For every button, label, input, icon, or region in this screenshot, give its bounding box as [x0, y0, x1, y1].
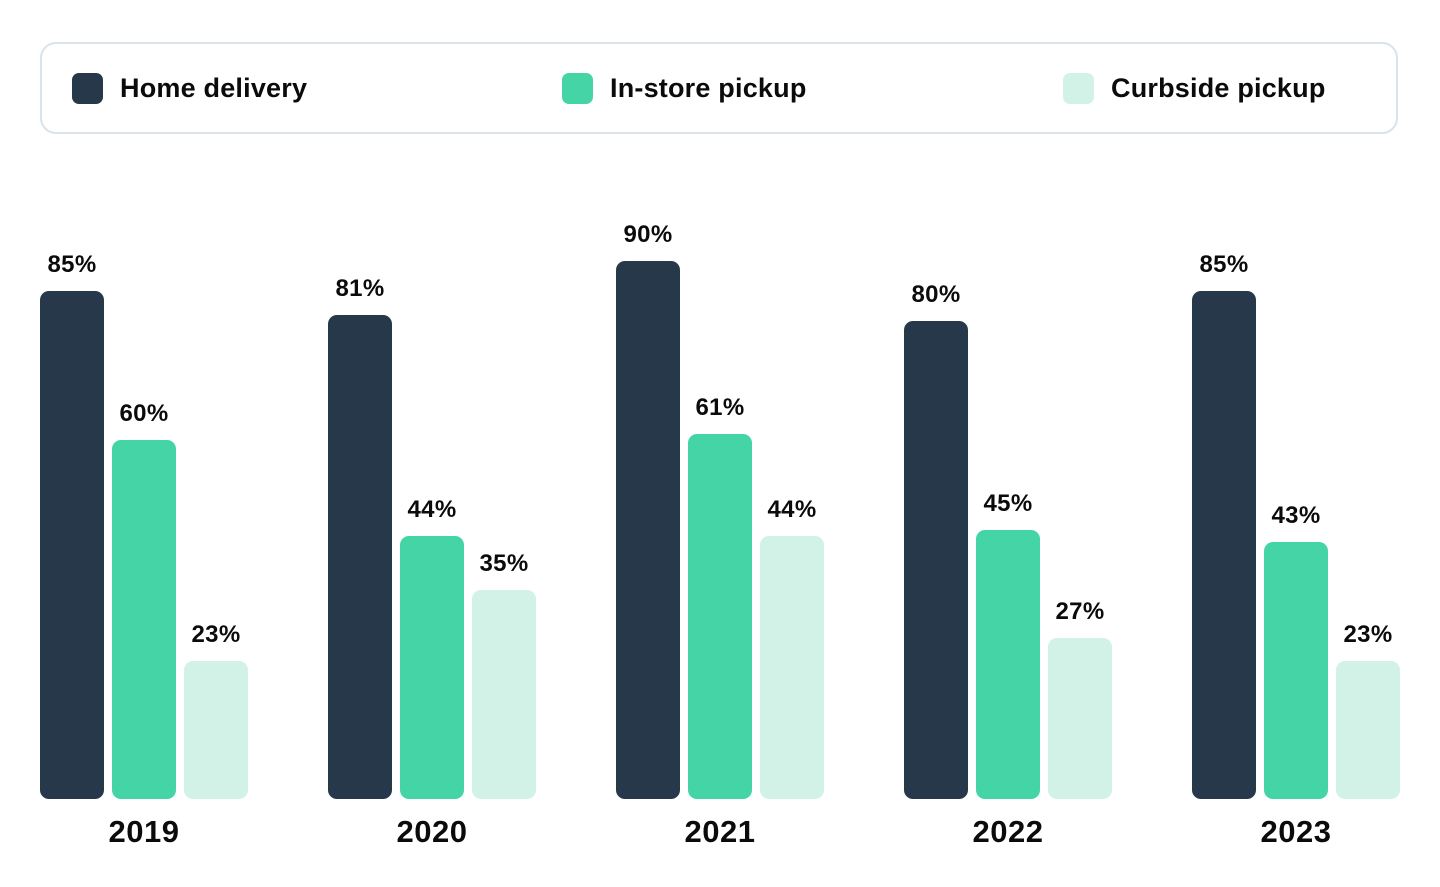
legend-swatch-curbside-pickup	[1063, 72, 1094, 104]
bar-wrap-curbside-pickup-2021: 44%	[760, 496, 824, 799]
bar-value-label: 85%	[47, 251, 97, 278]
chart-legend: Home delivery In-store pickup Curbside p…	[40, 42, 1398, 134]
x-axis-label-2023: 2023	[1260, 814, 1332, 849]
bar-value-label: 45%	[983, 490, 1033, 517]
bar-home-delivery-2020	[328, 315, 392, 799]
bar-value-label: 27%	[1055, 598, 1105, 625]
bar-in-store-pickup-2019	[112, 440, 176, 799]
bar-value-label: 60%	[119, 400, 169, 427]
bar-wrap-home-delivery-2019: 85%	[40, 251, 104, 799]
bar-wrap-curbside-pickup-2020: 35%	[472, 550, 536, 799]
x-axis-label-2022: 2022	[972, 814, 1044, 849]
bar-group-2020: 81% 44% 35%	[328, 275, 536, 799]
bar-in-store-pickup-2023	[1264, 542, 1328, 799]
bar-value-label: 43%	[1271, 502, 1321, 529]
bar-group-2021: 90% 61% 44%	[616, 221, 824, 799]
bar-group-2023: 85% 43% 23%	[1192, 251, 1400, 799]
bar-value-label: 81%	[335, 275, 385, 302]
legend-label-curbside-pickup: Curbside pickup	[1111, 72, 1326, 103]
bar-wrap-home-delivery-2020: 81%	[328, 275, 392, 799]
legend-item-home-delivery: Home delivery	[72, 44, 307, 132]
bar-value-label: 80%	[911, 281, 961, 308]
bar-wrap-home-delivery-2023: 85%	[1192, 251, 1256, 799]
bar-home-delivery-2019	[40, 291, 104, 799]
bar-wrap-home-delivery-2021: 90%	[616, 221, 680, 799]
bar-home-delivery-2021	[616, 261, 680, 799]
x-axis-label-2020: 2020	[396, 814, 468, 849]
legend-swatch-home-delivery	[72, 72, 103, 104]
bar-wrap-in-store-pickup-2022: 45%	[976, 490, 1040, 799]
bar-value-label: 23%	[1343, 621, 1393, 648]
bar-wrap-in-store-pickup-2023: 43%	[1264, 502, 1328, 799]
bar-curbside-pickup-2022	[1048, 638, 1112, 799]
legend-swatch-in-store-pickup	[562, 72, 593, 104]
bar-in-store-pickup-2022	[976, 530, 1040, 799]
legend-item-curbside-pickup: Curbside pickup	[1063, 44, 1326, 132]
bar-value-label: 23%	[191, 621, 241, 648]
bar-home-delivery-2023	[1192, 291, 1256, 799]
bar-value-label: 35%	[479, 550, 529, 577]
bar-curbside-pickup-2021	[760, 536, 824, 799]
bar-in-store-pickup-2020	[400, 536, 464, 799]
bar-value-label: 90%	[623, 221, 673, 248]
x-axis-label-2019: 2019	[108, 814, 180, 849]
bar-value-label: 44%	[767, 496, 817, 523]
bar-wrap-in-store-pickup-2020: 44%	[400, 496, 464, 799]
bar-value-label: 85%	[1199, 251, 1249, 278]
bar-curbside-pickup-2019	[184, 661, 248, 799]
bar-in-store-pickup-2021	[688, 434, 752, 799]
bar-wrap-in-store-pickup-2019: 60%	[112, 400, 176, 799]
bar-value-label: 44%	[407, 496, 457, 523]
bar-curbside-pickup-2023	[1336, 661, 1400, 799]
legend-label-home-delivery: Home delivery	[120, 72, 308, 103]
bar-wrap-curbside-pickup-2023: 23%	[1336, 621, 1400, 799]
bar-home-delivery-2022	[904, 321, 968, 799]
bar-wrap-curbside-pickup-2019: 23%	[184, 621, 248, 799]
bar-group-2019: 85% 60% 23%	[40, 251, 248, 799]
legend-label-in-store-pickup: In-store pickup	[610, 72, 807, 103]
legend-item-in-store-pickup: In-store pickup	[562, 44, 807, 132]
bar-group-2022: 80% 45% 27%	[904, 281, 1112, 799]
bar-value-label: 61%	[695, 394, 745, 421]
bar-wrap-in-store-pickup-2021: 61%	[688, 394, 752, 799]
x-axis-label-2021: 2021	[684, 814, 756, 849]
bar-curbside-pickup-2020	[472, 590, 536, 799]
bar-wrap-curbside-pickup-2022: 27%	[1048, 598, 1112, 799]
bar-wrap-home-delivery-2022: 80%	[904, 281, 968, 799]
